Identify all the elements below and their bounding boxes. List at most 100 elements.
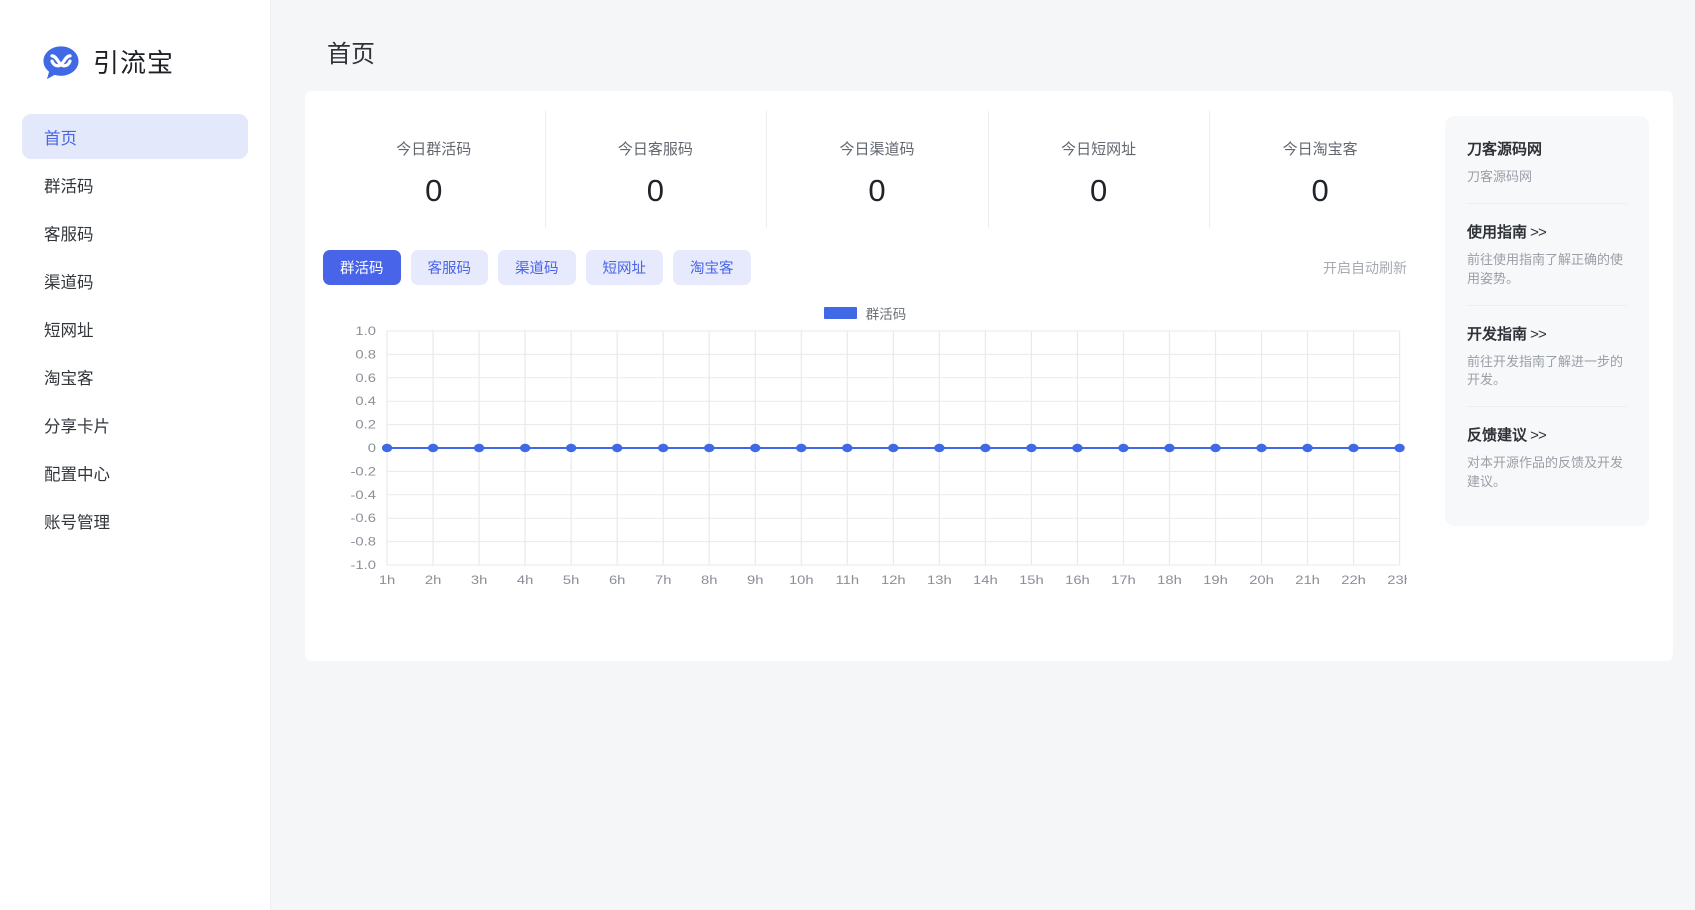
stat-value: 0 — [425, 172, 443, 208]
svg-text:4h: 4h — [517, 573, 533, 586]
svg-text:6h: 6h — [609, 573, 625, 586]
chevron-right-icon: >> — [1527, 427, 1547, 445]
svg-text:20h: 20h — [1249, 573, 1274, 586]
svg-text:0.4: 0.4 — [355, 395, 376, 408]
sidebar-item-taobaoke[interactable]: 淘宝客 — [22, 354, 248, 399]
brand[interactable]: 引流宝 — [0, 0, 270, 92]
stat-value: 0 — [646, 172, 665, 208]
sidebar-item-label: 客服码 — [44, 225, 94, 244]
stat-label: 今日短网址 — [1061, 140, 1137, 158]
sidebar-item-group-code[interactable]: 群活码 — [22, 162, 248, 207]
sidebar-item-home[interactable]: 首页 — [22, 114, 248, 159]
svg-text:3h: 3h — [471, 573, 487, 586]
svg-text:21h: 21h — [1295, 573, 1320, 586]
svg-text:0.2: 0.2 — [355, 418, 376, 431]
sidebar-item-label: 短网址 — [44, 321, 94, 340]
info-title-text: 反馈建议 — [1467, 427, 1528, 445]
svg-text:-0.6: -0.6 — [351, 512, 376, 525]
svg-text:0.8: 0.8 — [355, 348, 376, 361]
info-block-title[interactable]: 刀客源码网 — [1467, 138, 1627, 159]
info-title-text: 使用指南 — [1467, 223, 1528, 241]
tab-taobaoke[interactable]: 淘宝客 — [673, 250, 751, 285]
line-chart[interactable]: 1.0 0.8 0.6 0.4 0.2 0 -0.2 -0.4 -0.6 -0.8 -1.01h 2h… — [323, 323, 1407, 595]
stat-card-taobaoke: 今日淘宝客 0 — [1209, 103, 1431, 228]
sidebar-item-label: 首页 — [44, 129, 77, 148]
sidebar-item-label: 淘宝客 — [44, 369, 94, 388]
svg-text:-0.8: -0.8 — [351, 535, 376, 548]
sidebar-item-service-code[interactable]: 客服码 — [22, 210, 248, 255]
sidebar-item-channel-code[interactable]: 渠道码 — [22, 258, 248, 303]
info-block-title[interactable]: 反馈建议 >> — [1467, 424, 1627, 445]
chevron-right-icon: >> — [1527, 325, 1547, 343]
svg-text:-0.4: -0.4 — [351, 488, 377, 501]
svg-text:7h: 7h — [655, 573, 671, 586]
tab-group-code[interactable]: 群活码 — [323, 250, 401, 285]
svg-text:19h: 19h — [1203, 573, 1228, 586]
svg-text:23h: 23h — [1387, 573, 1407, 586]
dashboard-right-column: 刀客源码网 刀客源码网 使用指南 >> 前往使用指南了解正确的使用姿势。 开发指… — [1431, 91, 1673, 661]
svg-text:13h: 13h — [927, 573, 952, 586]
info-title-text: 刀客源码网 — [1467, 141, 1543, 158]
info-block-title[interactable]: 使用指南 >> — [1467, 221, 1627, 242]
stat-label: 今日群活码 — [396, 140, 472, 158]
tab-short-url[interactable]: 短网址 — [585, 250, 663, 285]
sidebar-item-label: 群活码 — [44, 177, 94, 196]
svg-text:-0.2: -0.2 — [351, 465, 376, 478]
info-block-source-site: 刀客源码网 刀客源码网 — [1467, 138, 1627, 203]
svg-text:11h: 11h — [836, 573, 860, 586]
chart-tabs-row: 群活码 客服码 渠道码 短网址 淘宝客 开启自动刷新 — [323, 250, 1431, 285]
stat-value: 0 — [1311, 172, 1329, 208]
sidebar-item-share-card[interactable]: 分享卡片 — [22, 402, 248, 447]
svg-text:5h: 5h — [563, 573, 579, 586]
chart-tabs: 群活码 客服码 渠道码 短网址 淘宝客 — [323, 250, 751, 285]
chevron-right-icon: >> — [1527, 223, 1547, 241]
tab-channel-code[interactable]: 渠道码 — [498, 250, 576, 285]
dashboard-card: 今日群活码 0 今日客服码 0 今日渠道码 0 今日短网址 0 — [305, 91, 1673, 661]
stat-label: 今日淘宝客 — [1282, 140, 1358, 158]
info-block-desc: 对本开源作品的反馈及开发建议。 — [1467, 455, 1624, 490]
stats-row: 今日群活码 0 今日客服码 0 今日渠道码 0 今日短网址 0 — [323, 103, 1431, 228]
sidebar-item-account-manage[interactable]: 账号管理 — [22, 498, 248, 543]
sidebar-nav: 首页 群活码 客服码 渠道码 短网址 淘宝客 分享卡片 配置中心 账号管理 — [0, 114, 270, 543]
auto-refresh-toggle[interactable]: 开启自动刷新 — [1323, 259, 1407, 276]
stat-value: 0 — [868, 172, 886, 208]
info-block-desc: 前往开发指南了解进一步的开发。 — [1467, 353, 1624, 388]
dashboard-left-column: 今日群活码 0 今日客服码 0 今日渠道码 0 今日短网址 0 — [305, 91, 1431, 661]
sidebar: 引流宝 首页 群活码 客服码 渠道码 短网址 淘宝客 分享卡片 配置中心 账号管… — [0, 0, 271, 910]
sidebar-item-config-center[interactable]: 配置中心 — [22, 450, 248, 495]
svg-text:8h: 8h — [701, 573, 717, 586]
sidebar-item-label: 分享卡片 — [44, 417, 110, 436]
legend-swatch-icon[interactable] — [823, 307, 857, 319]
svg-text:1.0: 1.0 — [355, 324, 376, 337]
svg-text:-1.0: -1.0 — [351, 558, 376, 571]
stat-card-group-code: 今日群活码 0 — [323, 103, 545, 228]
svg-text:16h: 16h — [1065, 573, 1090, 586]
chat-bubble-logo-icon — [43, 45, 79, 79]
info-block-desc: 前往使用指南了解正确的使用姿势。 — [1467, 251, 1624, 286]
tab-service-code[interactable]: 客服码 — [410, 250, 488, 285]
legend-label[interactable]: 群活码 — [865, 307, 907, 322]
sidebar-item-short-url[interactable]: 短网址 — [22, 306, 248, 351]
info-title-text: 开发指南 — [1467, 325, 1528, 343]
main-content: 首页 今日群活码 0 今日客服码 0 今日渠道码 0 — [271, 0, 1695, 910]
stat-value: 0 — [1089, 172, 1108, 208]
info-block-dev-guide: 开发指南 >> 前往开发指南了解进一步的开发。 — [1467, 304, 1627, 407]
svg-text:22h: 22h — [1341, 573, 1366, 586]
page-title: 首页 — [327, 41, 375, 68]
info-block-title[interactable]: 开发指南 >> — [1467, 323, 1627, 344]
sidebar-item-label: 渠道码 — [44, 273, 94, 292]
stat-card-channel-code: 今日渠道码 0 — [766, 103, 988, 228]
svg-text:2h: 2h — [425, 573, 441, 586]
info-block-desc: 刀客源码网 — [1467, 169, 1533, 184]
stat-label: 今日客服码 — [617, 140, 693, 158]
svg-text:17h: 17h — [1111, 573, 1136, 586]
info-block-feedback: 反馈建议 >> 对本开源作品的反馈及开发建议。 — [1467, 406, 1627, 508]
stat-card-short-url: 今日短网址 0 — [987, 103, 1210, 228]
svg-text:0: 0 — [368, 441, 376, 454]
svg-text:18h: 18h — [1157, 573, 1182, 586]
svg-text:0.6: 0.6 — [355, 371, 376, 384]
stat-label: 今日渠道码 — [839, 140, 915, 158]
info-panel: 刀客源码网 刀客源码网 使用指南 >> 前往使用指南了解正确的使用姿势。 开发指… — [1445, 116, 1649, 526]
svg-text:9h: 9h — [747, 573, 763, 586]
